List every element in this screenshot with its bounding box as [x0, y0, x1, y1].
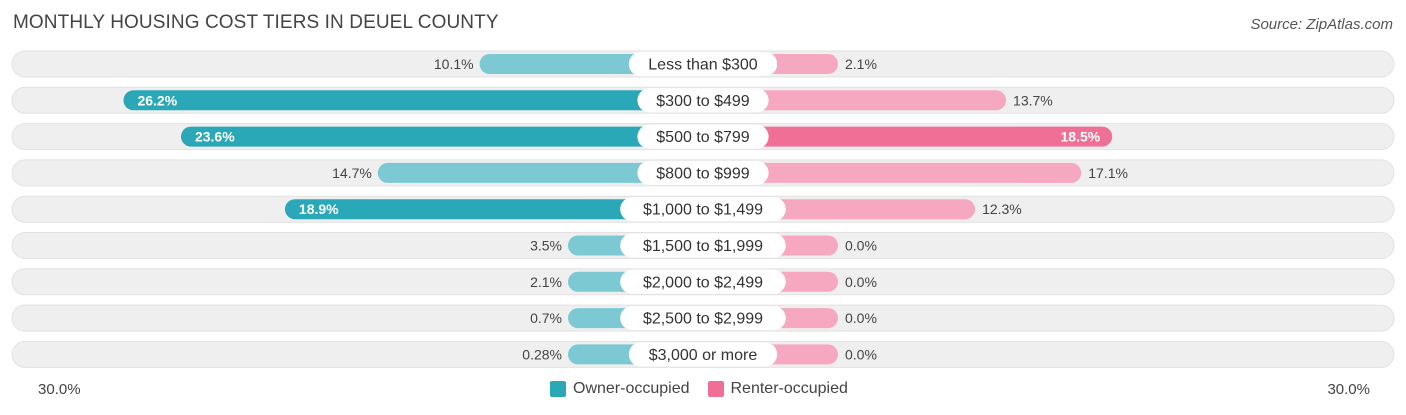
category-label: $800 to $999 — [656, 165, 750, 182]
renter-bar — [703, 90, 1007, 111]
renter-value-label: 0.0% — [845, 346, 877, 362]
renter-bar — [703, 162, 1082, 183]
source-note: Source: ZipAtlas.com — [1250, 16, 1393, 33]
category-label: Less than $300 — [648, 57, 758, 74]
category-pill — [637, 88, 769, 113]
renter-value-label: 12.3% — [982, 201, 1022, 217]
category-pill — [628, 342, 778, 367]
owner-value-label: 23.6% — [195, 129, 235, 145]
axis-right-label: 30.0% — [1327, 381, 1370, 398]
renter-value-label: 0.0% — [845, 274, 877, 290]
legend: Owner-occupied Renter-occupied — [550, 380, 866, 398]
category-pill — [637, 124, 769, 149]
chart-title: MONTHLY HOUSING COST TIERS IN DEUEL COUN… — [13, 12, 499, 33]
axis-left-label: 30.0% — [38, 381, 81, 398]
category-label: $2,000 to $2,499 — [643, 274, 763, 291]
legend-renter: Renter-occupied — [707, 380, 848, 398]
owner-value-label: 14.7% — [332, 165, 372, 181]
category-pill — [628, 52, 778, 76]
legend-renter-label: Renter-occupied — [730, 380, 848, 397]
renter-value-label: 0.0% — [845, 310, 877, 326]
owner-value-label: 2.1% — [530, 274, 562, 290]
category-pill — [620, 306, 786, 331]
owner-bar — [284, 199, 703, 220]
category-pill — [620, 269, 786, 294]
owner-bar — [180, 126, 703, 147]
category-pill — [620, 197, 786, 222]
owner-value-label: 18.9% — [299, 201, 339, 217]
owner-bar — [123, 90, 704, 111]
category-pill — [637, 160, 769, 185]
owner-value-label: 10.1% — [434, 56, 474, 72]
owner-value-label: 26.2% — [137, 92, 177, 108]
legend-owner-label: Owner-occupied — [573, 380, 690, 397]
category-pill — [620, 233, 786, 258]
owner-bar — [377, 162, 703, 183]
legend-owner-swatch — [550, 381, 566, 397]
category-label: $3,000 or more — [649, 347, 758, 364]
category-label: $2,500 to $2,999 — [643, 311, 763, 328]
owner-value-label: 0.28% — [522, 346, 562, 362]
renter-bar — [703, 126, 1113, 147]
legend-renter-swatch — [707, 381, 724, 397]
category-label: $300 to $499 — [656, 93, 750, 110]
owner-value-label: 0.7% — [530, 310, 562, 326]
renter-value-label: 2.1% — [845, 56, 877, 72]
renter-value-label: 0.0% — [845, 238, 877, 254]
category-label: $1,500 to $1,999 — [643, 238, 763, 255]
renter-value-label: 13.7% — [1013, 92, 1053, 108]
category-label: $1,000 to $1,499 — [643, 202, 763, 219]
category-label: $500 to $799 — [656, 129, 750, 146]
owner-value-label: 3.5% — [530, 238, 562, 254]
renter-value-label: 18.5% — [1061, 129, 1101, 145]
legend-owner: Owner-occupied — [550, 380, 690, 398]
renter-value-label: 17.1% — [1088, 165, 1128, 181]
